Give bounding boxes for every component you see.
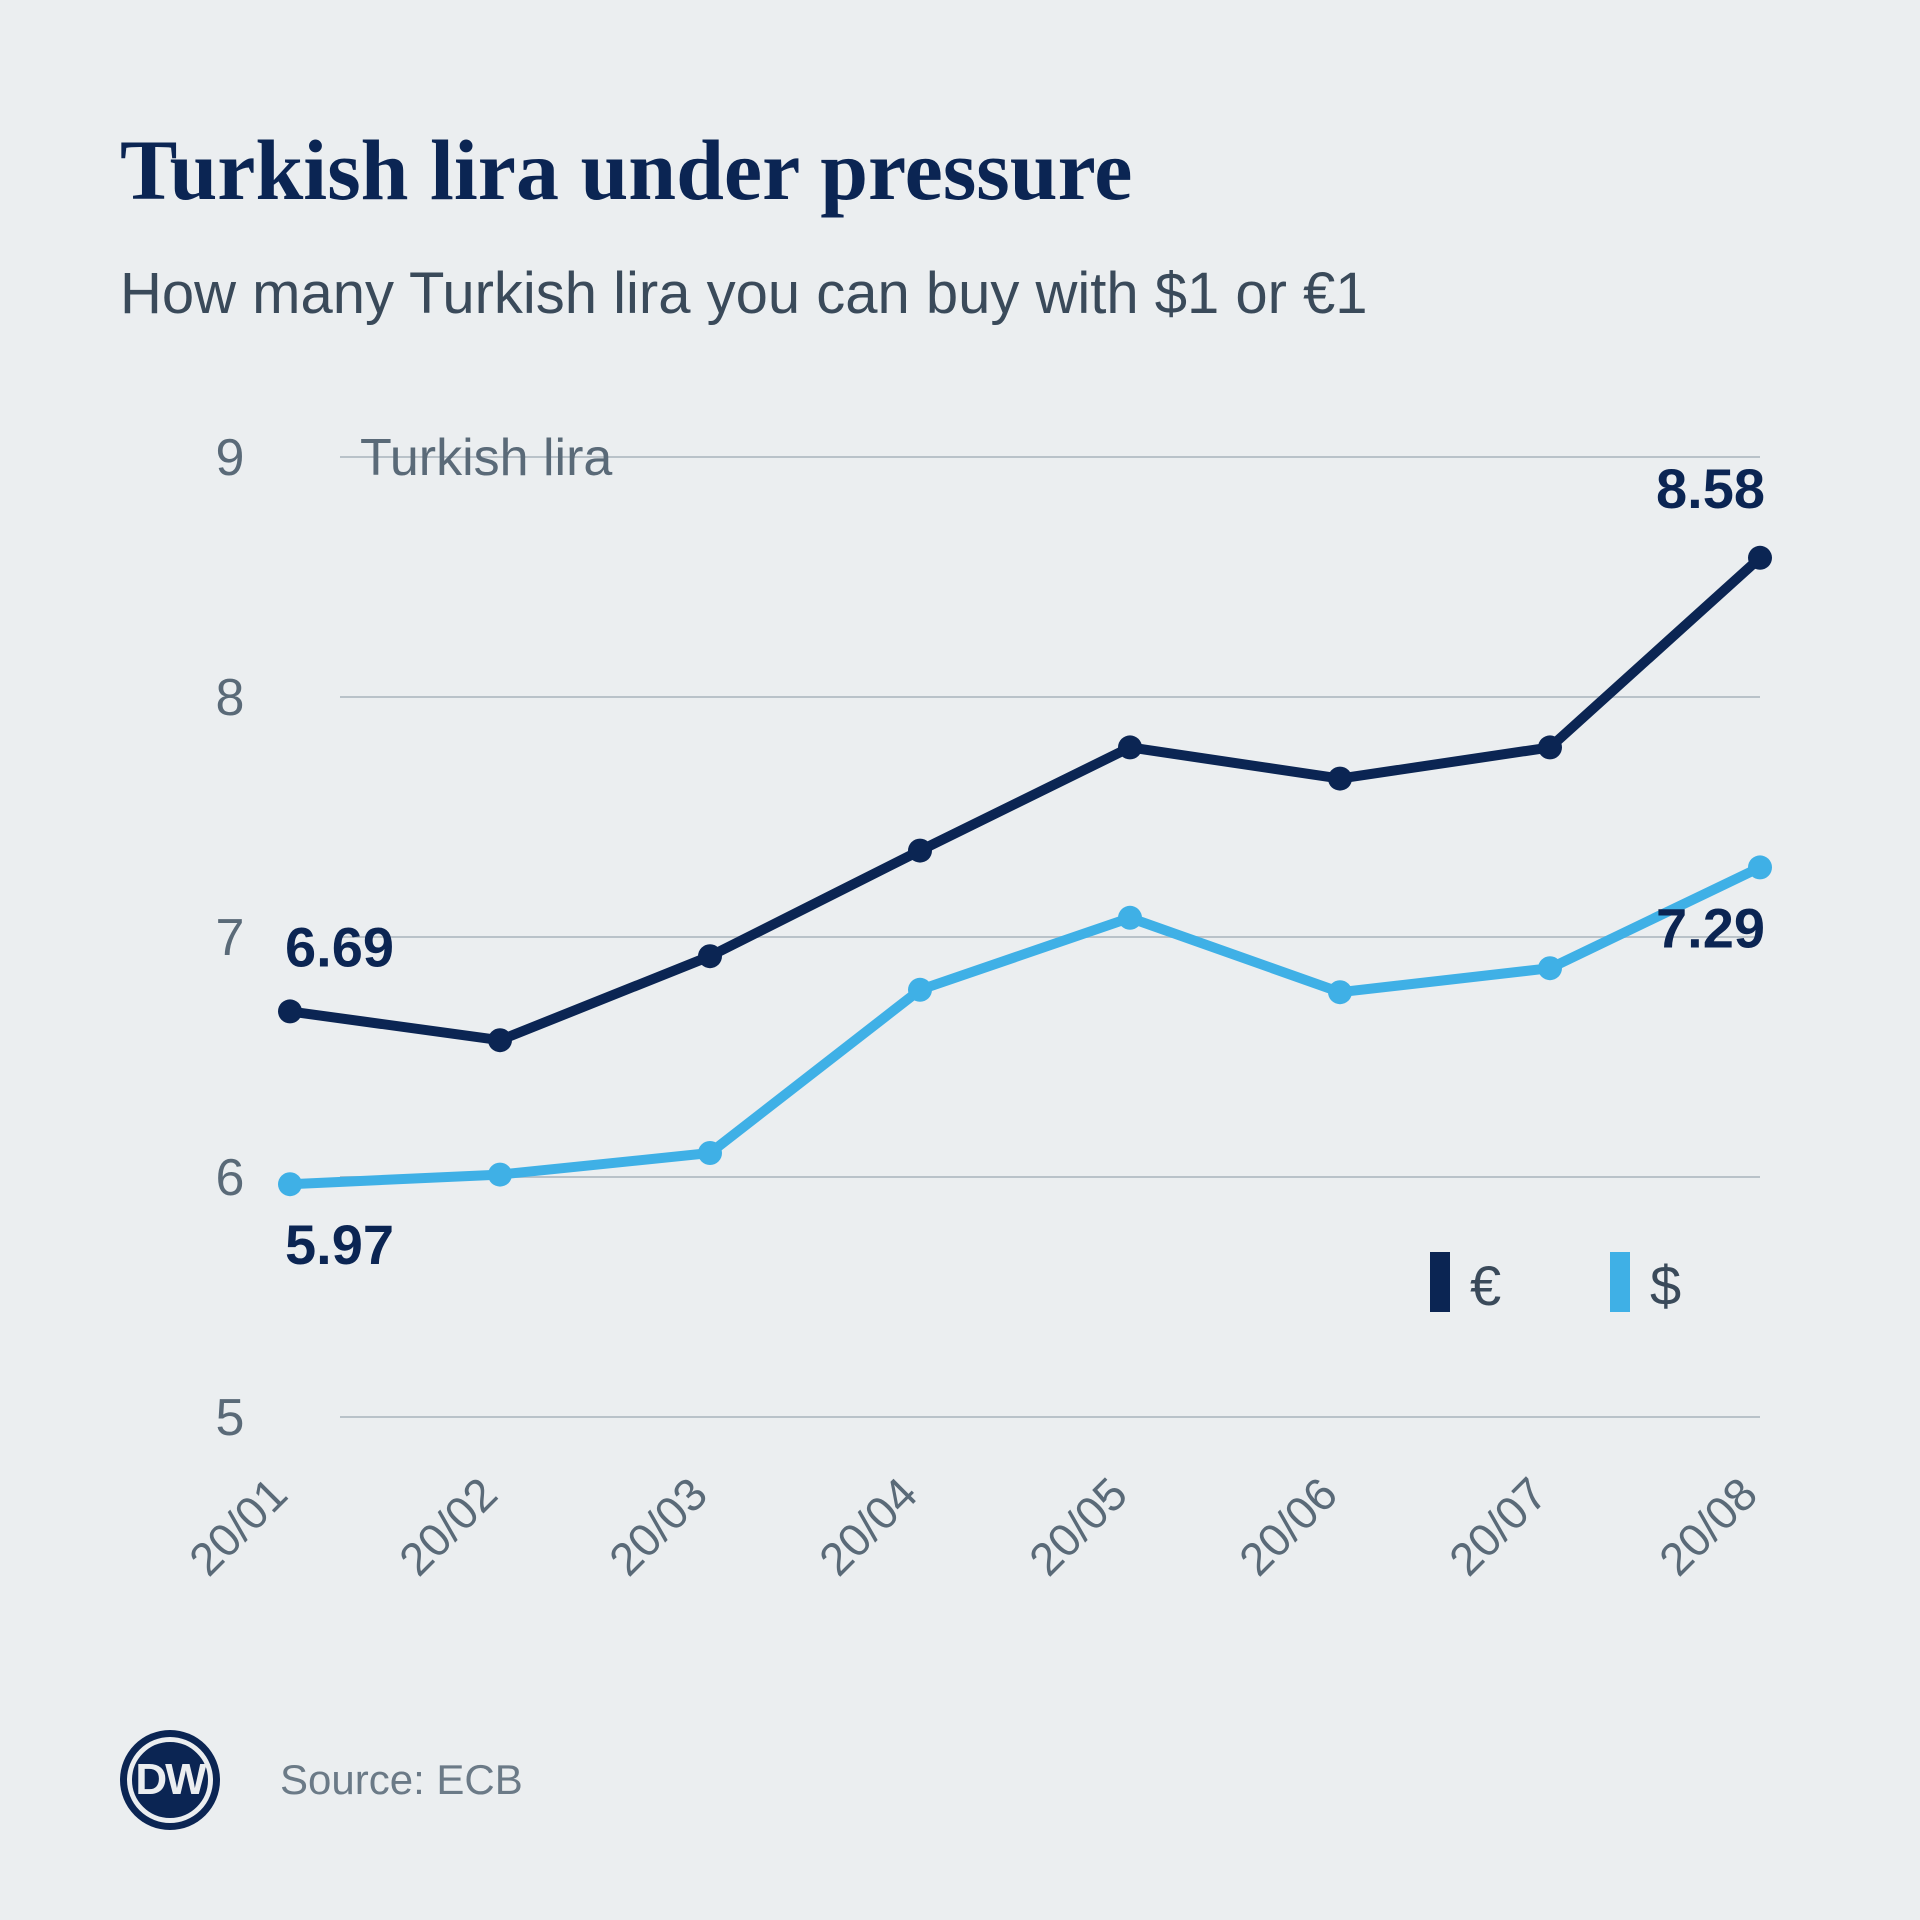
dw-logo-text: DW <box>135 1755 204 1805</box>
series-point-euro <box>1538 735 1562 759</box>
series-point-dollar <box>1328 980 1352 1004</box>
chart-footer: DW Source: ECB <box>120 1730 523 1830</box>
series-point-euro <box>698 944 722 968</box>
series-point-dollar <box>278 1172 302 1196</box>
series-point-dollar <box>488 1163 512 1187</box>
legend-swatch-euro <box>1430 1252 1450 1312</box>
x-tick-label: 20/06 <box>1229 1467 1347 1585</box>
y-tick-label: 6 <box>216 1149 245 1207</box>
legend-label-dollar: $ <box>1650 1254 1681 1317</box>
series-point-euro <box>278 999 302 1023</box>
series-point-dollar <box>1748 855 1772 879</box>
y-axis-title: Turkish lira <box>360 437 612 487</box>
series-point-euro <box>1748 546 1772 570</box>
series-point-euro <box>1328 767 1352 791</box>
point-label-euro: 6.69 <box>285 915 394 978</box>
chart-card: Turkish lira under pressure How many Tur… <box>0 0 1920 1920</box>
point-label-dollar: 7.29 <box>1656 896 1765 959</box>
series-point-euro <box>1118 735 1142 759</box>
point-label-euro: 8.58 <box>1656 457 1765 520</box>
x-tick-label: 20/01 <box>179 1467 297 1585</box>
line-chart-svg: 5 6 7 8 9 Turkish lira 20/01 20/02 20/03 20/04 20/… <box>120 437 1800 1637</box>
series-point-euro <box>908 839 932 863</box>
chart-subtitle: How many Turkish lira you can buy with $… <box>120 260 1800 327</box>
legend-label-euro: € <box>1470 1254 1501 1317</box>
point-label-dollar: 5.97 <box>285 1213 394 1276</box>
y-tick-label: 8 <box>216 669 245 727</box>
series-point-dollar <box>698 1141 722 1165</box>
y-tick-label: 7 <box>216 909 245 967</box>
chart-area: 5 6 7 8 9 Turkish lira 20/01 20/02 20/03 20/04 20/… <box>120 437 1800 1637</box>
series-point-dollar <box>1118 906 1142 930</box>
x-tick-label: 20/08 <box>1649 1467 1767 1585</box>
chart-title: Turkish lira under pressure <box>120 120 1800 220</box>
series-line-dollar <box>290 867 1760 1184</box>
dw-logo-icon: DW <box>120 1730 220 1830</box>
legend-swatch-dollar <box>1610 1252 1630 1312</box>
x-tick-label: 20/07 <box>1439 1467 1557 1585</box>
x-tick-label: 20/03 <box>599 1467 717 1585</box>
y-tick-label: 5 <box>216 1389 245 1447</box>
source-label: Source: ECB <box>280 1756 523 1804</box>
x-tick-label: 20/02 <box>389 1467 507 1585</box>
series-point-dollar <box>908 978 932 1002</box>
x-tick-label: 20/04 <box>809 1467 927 1585</box>
y-tick-label: 9 <box>216 437 245 487</box>
series-point-euro <box>488 1028 512 1052</box>
series-point-dollar <box>1538 956 1562 980</box>
x-tick-label: 20/05 <box>1019 1467 1137 1585</box>
